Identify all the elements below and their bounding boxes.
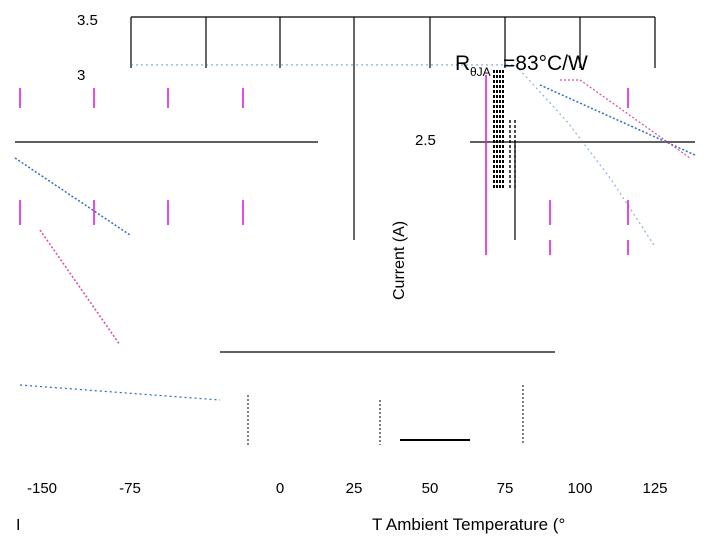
marker-fragments (19, 75, 629, 255)
derating-curve-fragments (14, 79, 696, 401)
x-tick-labels: -150 -75 0 25 50 75 100 125 (27, 480, 668, 497)
annotation-value: =83°C/W (503, 52, 588, 75)
x-tick-label: 100 (567, 480, 592, 497)
y-axis-label: Current (A) (391, 221, 408, 300)
y-tick-label: 2.5 (415, 132, 436, 149)
curve-fragment (560, 79, 691, 159)
stripe-fragments (247, 70, 524, 445)
curve-fragment (19, 384, 221, 401)
y-tick-labels: 3.5 3 2.5 (77, 12, 436, 149)
curve-fragment (14, 157, 131, 236)
x-tick-label: 25 (346, 480, 363, 497)
annotation-subscript: θJA (470, 65, 491, 79)
series-line (131, 64, 656, 248)
x-tick-label: 50 (422, 480, 439, 497)
x-tick-label: -150 (27, 480, 57, 497)
x-axis-label: T Ambient Temperature (° (372, 515, 565, 534)
grid-layer (15, 16, 695, 353)
x-tick-label: -75 (119, 480, 141, 497)
y-tick-label: 3 (77, 67, 85, 84)
y-tick-label: 3.5 (77, 12, 98, 29)
annotation-r: R (455, 52, 470, 75)
x-tick-label: 75 (497, 480, 514, 497)
x-tick-label: 0 (276, 480, 284, 497)
y-axis-label-left: I (16, 517, 20, 534)
x-tick-label: 125 (642, 480, 667, 497)
series-layer (131, 64, 656, 248)
curve-fragment (39, 229, 121, 346)
